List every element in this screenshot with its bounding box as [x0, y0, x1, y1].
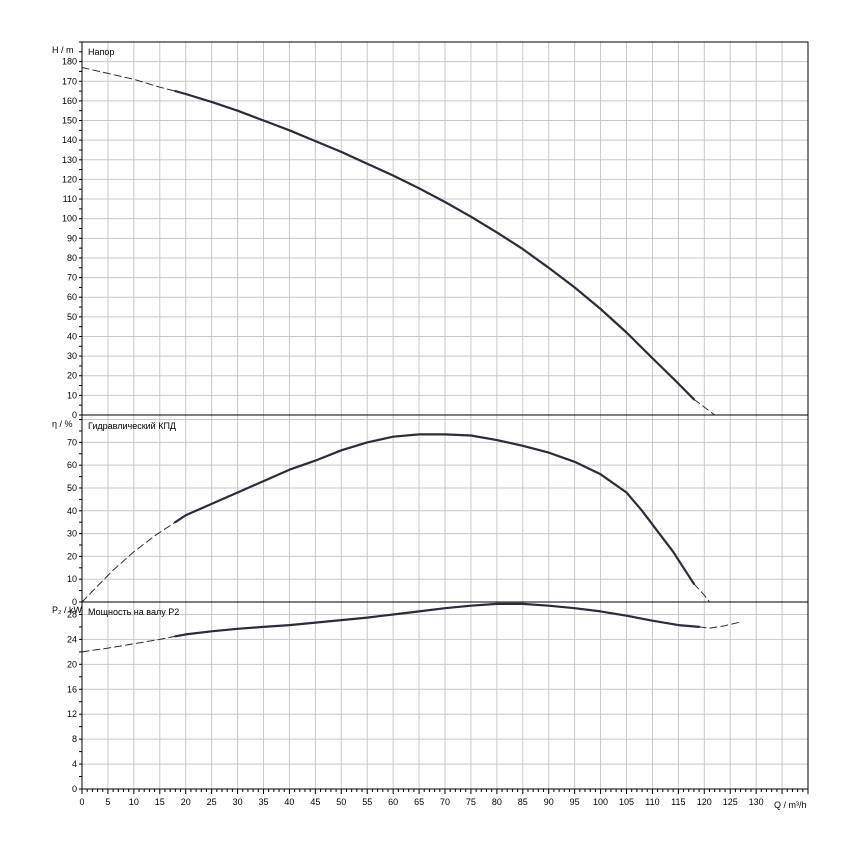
xtick-label: 40: [284, 797, 294, 807]
xtick-label: 20: [181, 797, 191, 807]
power-panel-title: Мощность на валу Р2: [88, 607, 179, 617]
head-ytick-label: 30: [67, 351, 77, 361]
head-ytick-label: 150: [62, 116, 77, 126]
efficiency-ytick-label: 50: [67, 483, 77, 493]
power-ytick-label: 0: [72, 784, 77, 794]
head-ytick-label: 140: [62, 135, 77, 145]
xtick-label: 130: [749, 797, 764, 807]
head-ytick-label: 70: [67, 273, 77, 283]
xtick-label: 105: [619, 797, 634, 807]
power-ytick-label: 20: [67, 659, 77, 669]
efficiency-ytick-label: 0: [72, 597, 77, 607]
power-ytick-label: 12: [67, 709, 77, 719]
efficiency-axis-label: η / %: [52, 419, 73, 429]
xtick-label: 10: [129, 797, 139, 807]
head-ytick-label: 60: [67, 292, 77, 302]
head-curve-dashed: [81, 67, 176, 92]
efficiency-ytick-label: 10: [67, 574, 77, 584]
xtick-label: 50: [336, 797, 346, 807]
xtick-label: 85: [518, 797, 528, 807]
head-axis-label: H / m: [52, 45, 74, 55]
xtick-label: 70: [440, 797, 450, 807]
head-curve-solid: [174, 90, 695, 401]
xtick-label: 25: [207, 797, 217, 807]
xtick-label: 90: [544, 797, 554, 807]
xtick-label: 0: [79, 797, 84, 807]
xtick-label: 125: [723, 797, 738, 807]
xtick-label: 15: [155, 797, 165, 807]
flow-axis-label: Q / m³/h: [774, 800, 807, 810]
xtick-label: 80: [492, 797, 502, 807]
efficiency-curve-dashed: [693, 583, 710, 603]
head-ytick-label: 120: [62, 174, 77, 184]
power-ytick-label: 4: [72, 759, 77, 769]
efficiency-ytick-label: 60: [67, 460, 77, 470]
head-ytick-label: 90: [67, 233, 77, 243]
xtick-label: 115: [671, 797, 685, 807]
head-ytick-label: 10: [67, 390, 77, 400]
efficiency-ytick-label: 30: [67, 529, 77, 539]
efficiency-ytick-label: 20: [67, 551, 77, 561]
xtick-label: 30: [233, 797, 243, 807]
xtick-label: 100: [593, 797, 608, 807]
frame-layer: [79, 41, 809, 794]
xtick-label: 95: [570, 797, 580, 807]
head-ytick-label: 80: [67, 253, 77, 263]
head-ytick-label: 170: [62, 76, 77, 86]
head-ytick-label: 100: [62, 214, 77, 224]
xtick-label: 110: [645, 797, 659, 807]
curve-layer: [81, 67, 742, 653]
xtick-label: 45: [310, 797, 320, 807]
head-ytick-label: 130: [62, 155, 77, 165]
xtick-label: 75: [466, 797, 476, 807]
head-ytick-label: 50: [67, 312, 77, 322]
power-ytick-label: 16: [67, 684, 77, 694]
head-ytick-label: 160: [62, 96, 77, 106]
power-ytick-label: 28: [67, 609, 77, 619]
head-curve-dashed: [693, 398, 716, 416]
head-ytick-label: 110: [63, 194, 77, 204]
power-ytick-label: 8: [72, 734, 77, 744]
efficiency-ytick-label: 40: [67, 506, 77, 516]
text-layer: Напор Гидравлический КПД Мощность на вал…: [52, 45, 807, 810]
efficiency-ytick-label: 70: [67, 437, 77, 447]
power-curve-solid: [174, 602, 701, 638]
power-curve-dashed: [698, 621, 742, 629]
xtick-label: 60: [388, 797, 398, 807]
head-panel-title: Напор: [88, 47, 114, 57]
power-ytick-label: 24: [67, 634, 77, 644]
xtick-label: 120: [697, 797, 712, 807]
power-curve-dashed: [81, 635, 176, 653]
xtick-label: 55: [362, 797, 372, 807]
xtick-label: 5: [105, 797, 110, 807]
head-ytick-label: 180: [62, 57, 77, 67]
head-ytick-label: 40: [67, 331, 77, 341]
head-ytick-label: 0: [72, 410, 77, 420]
head-ytick-label: 20: [67, 371, 77, 381]
xtick-label: 35: [258, 797, 268, 807]
efficiency-panel-title: Гидравлический КПД: [88, 421, 176, 431]
xtick-label: 65: [414, 797, 424, 807]
efficiency-curve-dashed: [81, 521, 176, 603]
efficiency-curve-solid: [174, 433, 695, 585]
power-axis-label: P₂ / kW: [52, 605, 82, 615]
